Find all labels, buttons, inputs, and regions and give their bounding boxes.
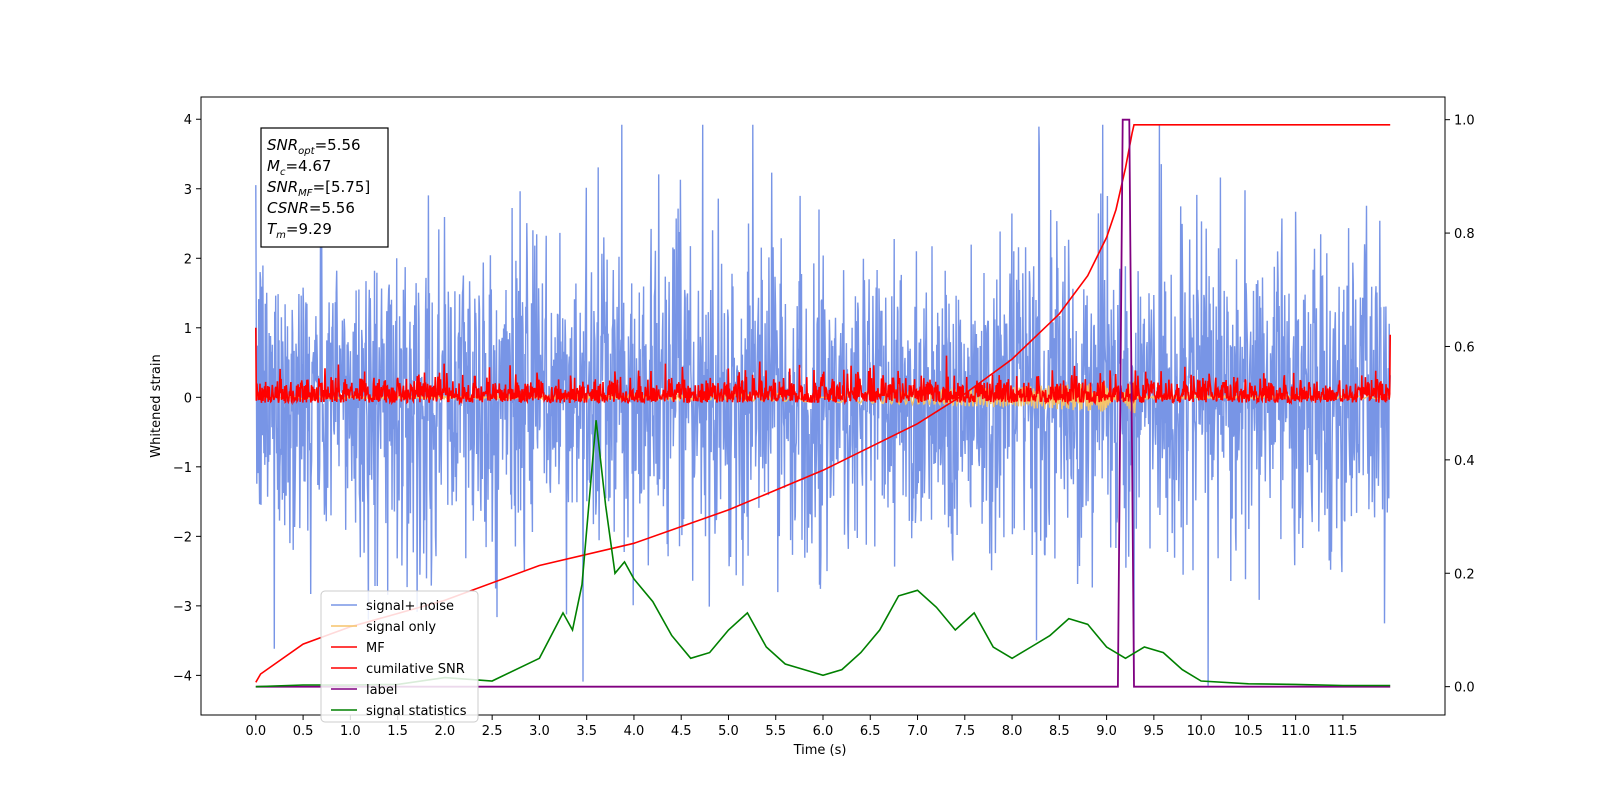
y-tick-label: 2 [184, 252, 192, 267]
x-tick-label: 5.0 [718, 724, 739, 739]
legend-entry: signal+ noise [366, 599, 454, 614]
x-tick-label: 0.5 [293, 724, 314, 739]
x-tick-label: 5.5 [765, 724, 786, 739]
x-axis: 0.0 0.5 1.0 1.5 2.0 2.5 3.0 3.5 4.0 4.5 5.0 5.5 6.0 6… [245, 715, 1357, 739]
x-axis-label: Time (s) [793, 743, 847, 758]
x-tick-label: 4.5 [671, 724, 692, 739]
y-tick-label: −1 [173, 461, 192, 476]
y-tick-label: 0 [184, 391, 192, 406]
legend-entry: signal only [366, 620, 436, 635]
x-tick-label: 4.0 [624, 724, 645, 739]
y2-tick-label: 0.6 [1454, 340, 1475, 355]
series-label [255, 118, 1391, 688]
annotation-line: Tm=9.29 [267, 220, 332, 241]
x-tick-label: 3.0 [529, 724, 550, 739]
y-tick-label: 4 [184, 113, 192, 128]
x-tick-label: 8.5 [1049, 724, 1070, 739]
y-tick-label: −4 [173, 669, 192, 684]
y2-tick-label: 1.0 [1454, 114, 1475, 129]
x-tick-label: 11.5 [1328, 724, 1357, 739]
annotation-line: Mc=4.67 [267, 157, 331, 178]
y2-tick-label: 0.2 [1454, 567, 1475, 582]
x-tick-label: 7.0 [907, 724, 928, 739]
x-tick-label: 2.5 [482, 724, 503, 739]
annotation-line: SNRopt=5.56 [267, 136, 361, 157]
x-tick-label: 6.0 [813, 724, 834, 739]
y2-tick-label: 0.0 [1454, 681, 1475, 696]
x-tick-label: 10.5 [1234, 724, 1263, 739]
series-mf [255, 327, 1391, 406]
x-tick-label: 10.0 [1187, 724, 1216, 739]
legend-entry: cumilative SNR [366, 662, 465, 677]
x-tick-label: 1.0 [340, 724, 361, 739]
series-signal-noise [255, 124, 1391, 686]
y-tick-label: 3 [184, 183, 192, 198]
series-signal-statistics [255, 420, 1391, 688]
annotation-line: CSNR=5.56 [267, 199, 355, 217]
x-tick-label: 3.5 [576, 724, 597, 739]
y-tick-label: −3 [173, 600, 192, 615]
x-tick-label: 0.0 [245, 724, 266, 739]
y-axis-left: 4 3 2 1 0 −1 −2 −3 −4 [173, 113, 201, 684]
x-tick-label: 9.5 [1144, 724, 1165, 739]
x-tick-label: 2.0 [435, 724, 456, 739]
x-tick-label: 7.5 [954, 724, 975, 739]
legend-entry: signal statistics [366, 704, 467, 719]
x-tick-label: 6.5 [860, 724, 881, 739]
x-tick-label: 11.0 [1281, 724, 1310, 739]
y2-tick-label: 0.8 [1454, 227, 1475, 242]
y2-tick-label: 0.4 [1454, 454, 1475, 469]
x-tick-label: 8.0 [1002, 724, 1023, 739]
y-tick-label: −2 [173, 530, 192, 545]
y-axis-label: Whitened strain [149, 354, 164, 457]
x-tick-label: 1.5 [387, 724, 408, 739]
annotation-line: SNRMF=[5.75] [267, 178, 370, 199]
x-tick-label: 9.0 [1096, 724, 1117, 739]
y-axis-right: 1.0 0.8 0.6 0.4 0.2 0.0 [1445, 114, 1475, 696]
legend-entry: MF [366, 641, 385, 656]
y-tick-label: 1 [184, 322, 192, 337]
legend-entry: label [366, 683, 397, 698]
legend: signal+ noise signal only MF cumilative SNR… [320, 590, 479, 723]
